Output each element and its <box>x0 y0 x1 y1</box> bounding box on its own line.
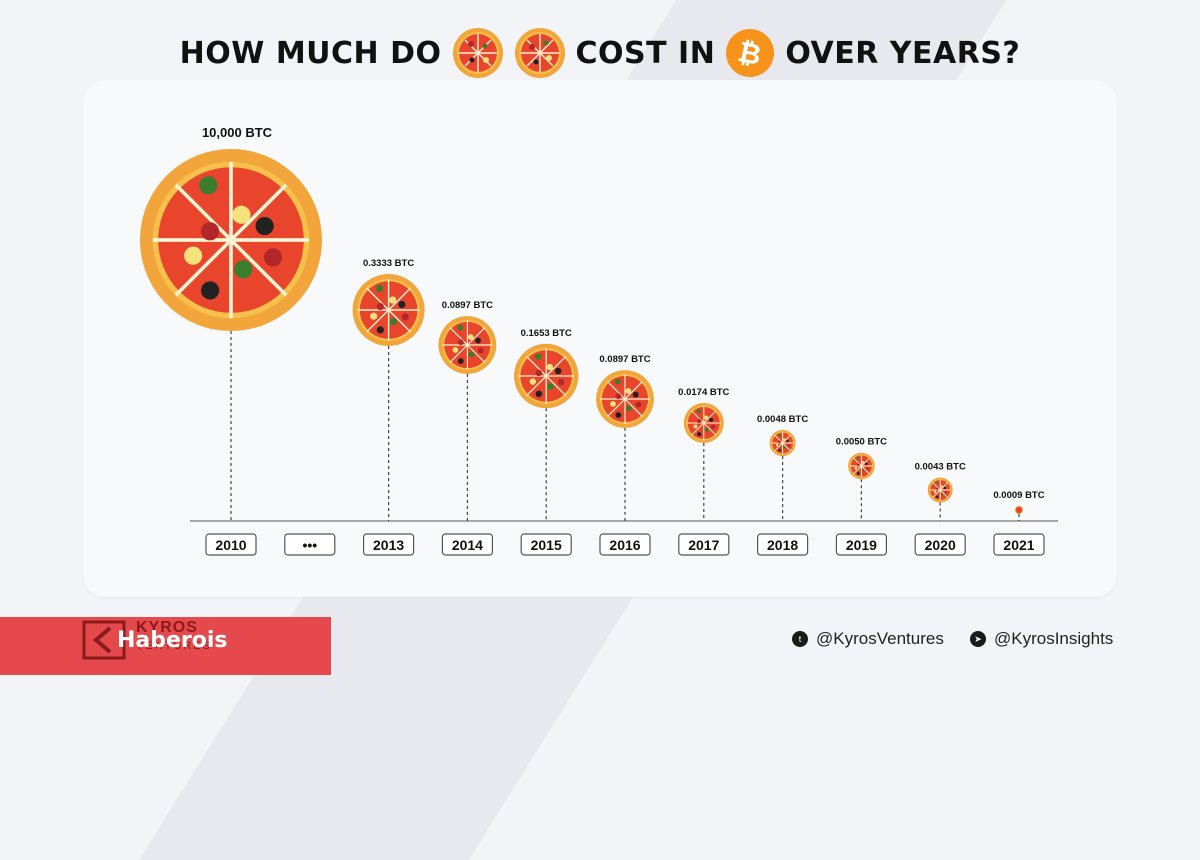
data-point-2014: 0.0897 BTC <box>442 300 493 521</box>
pizza-marker <box>848 452 875 480</box>
x-tick-2010: 2010 <box>205 533 257 556</box>
data-label: 0.0050 BTC <box>836 437 887 448</box>
data-point-2017: 0.0174 BTC <box>678 387 730 521</box>
x-tick-label: 2018 <box>767 537 798 553</box>
telegram-icon: ➤ <box>970 631 986 647</box>
data-point-2013: 0.3333 BTC <box>363 258 414 521</box>
data-label: 10,000 BTC <box>202 125 273 140</box>
bitcoin-icon: ₿ <box>726 29 775 77</box>
x-tick-label: 2021 <box>1003 537 1034 553</box>
x-tick-2015: 2015 <box>520 533 572 556</box>
title-part-1: HOW MUCH DO <box>179 35 442 71</box>
data-point-2020: 0.0043 BTC <box>915 462 966 521</box>
x-tick-label: 2010 <box>215 537 246 553</box>
data-label: 0.0897 BTC <box>442 300 493 311</box>
pizza-marker <box>927 477 953 503</box>
pizza-icon <box>452 28 503 78</box>
pizza-marker <box>596 370 654 428</box>
pizza-marker <box>438 316 497 374</box>
x-tick-2018: 2018 <box>756 533 809 556</box>
data-point-2016: 0.0897 BTC <box>599 354 651 521</box>
title-part-2: COST IN <box>575 35 716 71</box>
data-label: 0.0043 BTC <box>915 462 966 473</box>
data-label: 0.0048 BTC <box>757 414 808 425</box>
x-tick-ellipsis: ••• <box>284 533 336 556</box>
x-tick-2017: 2017 <box>678 533 730 556</box>
data-label: 0.0009 BTC <box>993 490 1044 501</box>
telegram-handle-text: @KyrosInsights <box>994 629 1114 648</box>
pizza-icon <box>514 28 565 78</box>
pizza-marker <box>769 429 796 457</box>
pizza-price-chart: 2010 ••• 2013 2014 2015 2016 2017 2018 2019 2020 2… <box>140 125 1058 556</box>
footer-brand-name: KYROS <box>136 619 198 636</box>
data-point-2021: 0.0009 BTC <box>993 490 1045 521</box>
title-part-3: OVER YEARS? <box>785 35 1021 71</box>
x-tick-2019: 2019 <box>835 533 888 556</box>
x-tick-2021: 2021 <box>993 533 1045 556</box>
data-point-2010: 10,000 BTC <box>202 125 273 521</box>
x-tick-label: 2014 <box>452 537 483 553</box>
x-tick-label: 2020 <box>925 537 956 553</box>
x-tick-label: ••• <box>302 537 317 553</box>
kyros-logo-icon <box>82 620 126 660</box>
twitter-icon: t <box>792 631 808 647</box>
x-tick-label: 2013 <box>373 537 404 553</box>
data-point-2018: 0.0048 BTC <box>757 414 808 521</box>
pizza-marker <box>683 402 724 444</box>
pizza-marker <box>513 343 579 409</box>
twitter-handle-text: @KyrosVentures <box>816 629 944 648</box>
pizza-marker <box>352 274 425 346</box>
x-tick-label: 2019 <box>846 537 877 553</box>
x-tick-2020: 2020 <box>914 533 966 556</box>
pizza-marker <box>140 149 322 331</box>
x-tick-2014: 2014 <box>441 533 493 556</box>
footer-brand-sub: VENTURES <box>136 640 212 652</box>
x-tick-label: 2017 <box>688 537 719 553</box>
x-tick-2013: 2013 <box>363 533 415 556</box>
twitter-handle[interactable]: t @KyrosVentures <box>792 629 944 649</box>
data-label: 0.1653 BTC <box>521 328 572 339</box>
data-point-2015: 0.1653 BTC <box>521 328 572 521</box>
x-tick-label: 2016 <box>609 537 640 553</box>
watermark-text: Haberois <box>117 628 228 653</box>
page-title: HOW MUCH DO COST IN ₿ OVER YEARS? <box>0 28 1200 78</box>
data-label: 0.0174 BTC <box>678 387 729 398</box>
data-label: 0.3333 BTC <box>363 258 414 269</box>
footer-brand-bar <box>0 617 331 675</box>
telegram-handle[interactable]: ➤ @KyrosInsights <box>970 629 1113 649</box>
data-point-2019: 0.0050 BTC <box>836 437 887 521</box>
x-tick-2016: 2016 <box>599 533 651 556</box>
pizza-marker <box>1015 506 1023 514</box>
x-tick-label: 2015 <box>531 537 562 553</box>
data-label: 0.0897 BTC <box>599 354 650 365</box>
